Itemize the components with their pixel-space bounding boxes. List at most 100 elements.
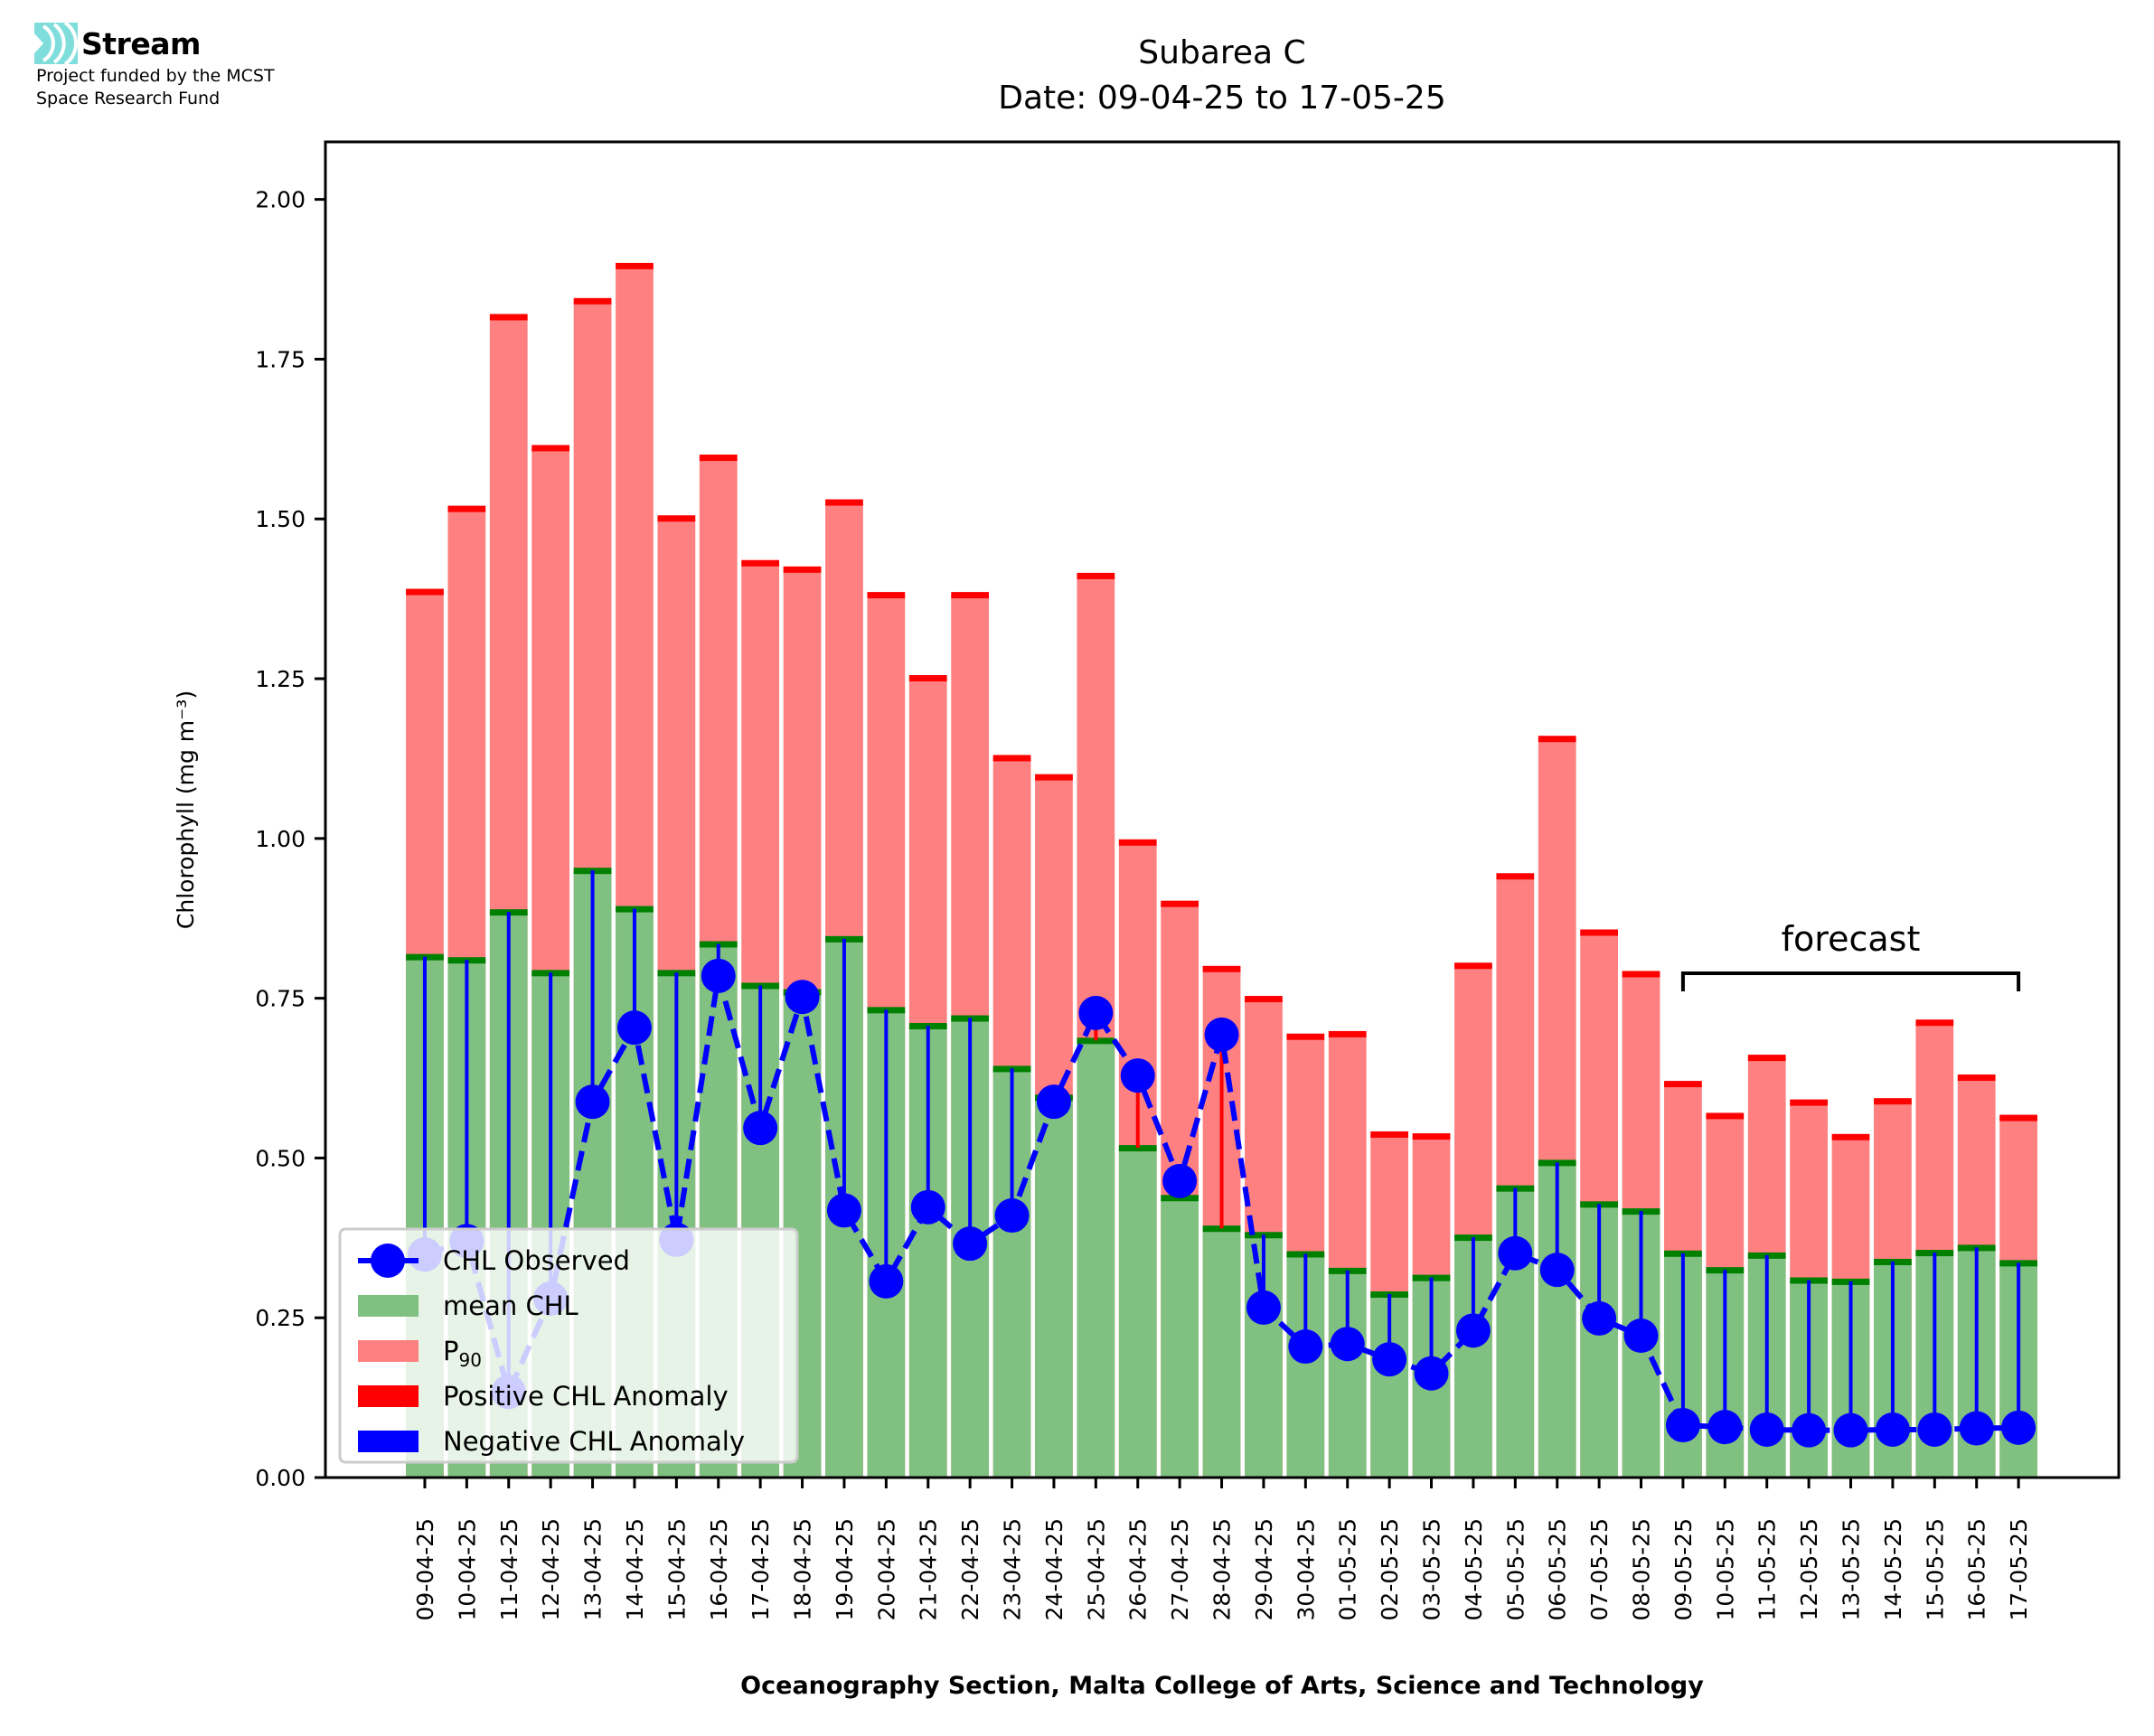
p90-cap [1790, 1099, 1828, 1106]
observed-point [910, 1189, 945, 1225]
observed-point [743, 1111, 778, 1146]
x-tick-label: 18-04-25 [790, 1518, 816, 1620]
observed-point [1623, 1318, 1659, 1354]
chart-subtitle: Date: 09-04-25 to 17-05-25 [998, 80, 1445, 117]
observed-point [1707, 1410, 1743, 1445]
observed-point [994, 1198, 1030, 1234]
observed-point [1833, 1412, 1868, 1448]
p90-cap [1118, 839, 1157, 846]
x-tick-label: 28-04-25 [1209, 1518, 1236, 1620]
x-tick-label: 17-04-25 [748, 1518, 774, 1620]
x-tick-label: 05-05-25 [1502, 1518, 1528, 1620]
observed-point [1204, 1017, 1239, 1052]
observed-point [1288, 1329, 1323, 1365]
x-tick-label: 10-05-25 [1712, 1518, 1738, 1620]
observed-point [1582, 1300, 1617, 1336]
legend-patch-swatch [358, 1431, 419, 1452]
p90-cap [1412, 1133, 1451, 1140]
p90-cap [1664, 1081, 1702, 1088]
p90-cap [1370, 1131, 1409, 1138]
y-tick-label: 0.50 [255, 1145, 306, 1171]
y-tick-label: 0.00 [255, 1465, 306, 1491]
mean-cap [1118, 1145, 1157, 1152]
x-tick-label: 12-04-25 [538, 1518, 564, 1620]
observed-point [953, 1226, 988, 1262]
p90-cap [1580, 929, 1619, 936]
chart-title: Subarea C [1138, 34, 1305, 71]
x-tick-label: 24-04-25 [1041, 1518, 1068, 1620]
forecast-bracket [1680, 971, 2021, 991]
y-axis: 0.00 0.25 0.50 0.75 1.00 1.25 1.50 1.75 2.00 [255, 187, 325, 1491]
y-tick-label: 1.50 [255, 506, 306, 532]
p90-cap [1747, 1055, 1786, 1062]
p90-cap [699, 455, 738, 462]
x-axis-label: Oceanography Section, Malta College of A… [740, 1672, 1704, 1700]
y-tick-label: 1.00 [255, 826, 306, 852]
p90-cap [1161, 900, 1199, 907]
x-tick-label: 25-04-25 [1083, 1518, 1109, 1620]
legend-label: Positive CHL Anomaly [443, 1381, 729, 1412]
legend-label-subscript: 90 [459, 1349, 482, 1371]
y-tick-label: 2.00 [255, 187, 306, 213]
y-axis-label: Chlorophyll (mg m⁻³) [173, 690, 199, 929]
p90-cap [489, 314, 528, 321]
p90-cap [825, 499, 863, 506]
x-tick-label: 17-05-25 [2006, 1518, 2032, 1620]
p90-cap [1496, 873, 1535, 880]
legend-label: Negative CHL Anomaly [443, 1426, 745, 1457]
p90-cap [1035, 774, 1073, 781]
p90-cap [783, 566, 822, 573]
observed-point [1917, 1412, 1952, 1447]
stream-logo: Stream Project funded by the MCST Space … [34, 22, 275, 110]
x-tick-label: 06-05-25 [1545, 1518, 1571, 1620]
x-tick-label: 11-04-25 [496, 1518, 522, 1620]
p90-cap [741, 559, 780, 567]
legend-box [338, 1227, 799, 1464]
mean-bar [1202, 1228, 1241, 1478]
p90-cap [1831, 1133, 1870, 1140]
p90-cap [616, 262, 654, 269]
mean-bar [1118, 1148, 1157, 1478]
observed-point [1959, 1411, 1994, 1446]
funding-line-2: Space Research Fund [36, 89, 221, 108]
observed-point [2001, 1410, 2036, 1445]
x-tick-label: 30-04-25 [1293, 1518, 1319, 1620]
observed-point [575, 1084, 610, 1120]
p90-cap [531, 445, 570, 452]
x-tick-label: 14-04-25 [622, 1518, 648, 1620]
p90-cap [1957, 1074, 1996, 1082]
observed-layer [407, 958, 2036, 1448]
x-axis: 09-04-25 10-04-25 11-04-25 12-04-25 13-04-25… [412, 1478, 2032, 1620]
observed-point [785, 980, 820, 1015]
x-tick-label: 16-05-25 [1964, 1518, 1990, 1620]
p90-cap [992, 755, 1031, 762]
x-tick-label: 04-05-25 [1461, 1518, 1487, 1620]
legend-label: CHL Observed [443, 1245, 630, 1276]
x-tick-label: 08-05-25 [1629, 1518, 1655, 1620]
x-tick-label: 01-05-25 [1335, 1518, 1361, 1620]
p90-cap [1706, 1112, 1745, 1120]
x-tick-label: 10-04-25 [454, 1518, 480, 1620]
p90-cap [1622, 971, 1660, 978]
p90-cap [1538, 736, 1576, 743]
x-tick-label: 20-04-25 [873, 1518, 899, 1620]
observed-point [1455, 1313, 1491, 1348]
x-tick-label: 11-05-25 [1754, 1518, 1781, 1620]
p90-cap [657, 515, 696, 522]
x-tick-label: 07-05-25 [1586, 1518, 1613, 1620]
x-tick-label: 29-04-25 [1251, 1518, 1277, 1620]
observed-point [1498, 1235, 1533, 1271]
observed-point [1414, 1356, 1449, 1391]
p90-cap [1077, 572, 1115, 579]
p90-cap [573, 297, 612, 305]
p90-cap [1999, 1114, 2037, 1121]
x-tick-label: 21-04-25 [916, 1518, 942, 1620]
x-tick-label: 22-04-25 [957, 1518, 983, 1620]
y-tick-label: 0.25 [255, 1305, 306, 1331]
observed-point [616, 1010, 652, 1046]
observed-point [1749, 1412, 1784, 1447]
observed-point [1120, 1058, 1155, 1093]
forecast-label: forecast [1782, 919, 1921, 959]
